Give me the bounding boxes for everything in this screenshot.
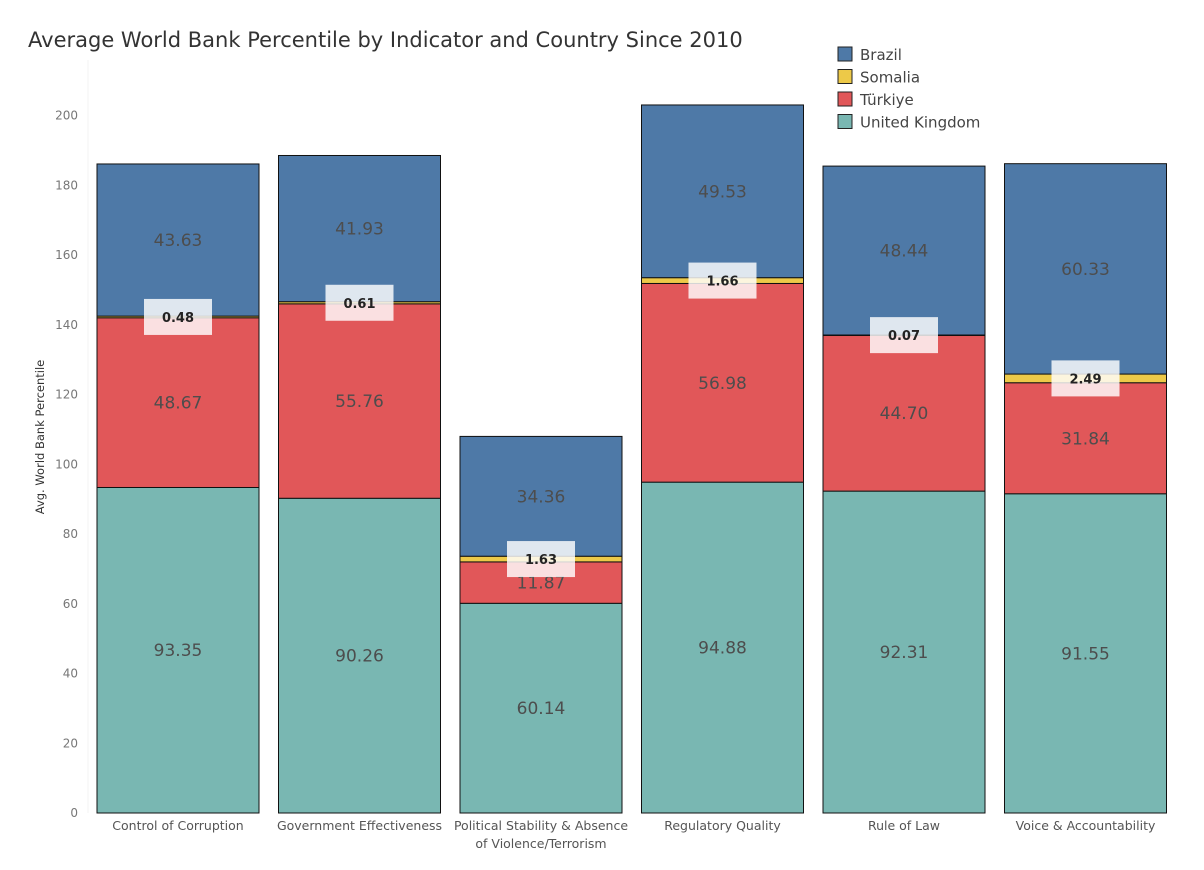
- x-tick-label-2-1: of Violence/Terrorism: [475, 836, 606, 851]
- y-tick-label-1: 20: [63, 736, 78, 750]
- legend-swatch-united-kingdom[interactable]: [837, 114, 853, 129]
- y-tick-label-2: 40: [63, 667, 78, 681]
- y-tick-label-9: 180: [55, 178, 78, 192]
- x-tick-label-0-0: Control of Corruption: [112, 818, 243, 833]
- somalia-label-box-5: [1051, 360, 1120, 397]
- bar-segment-brazil-3[interactable]: [641, 104, 804, 279]
- x-tick-label-5-0: Voice & Accountability: [1016, 818, 1156, 833]
- y-tick-label-4: 80: [63, 527, 78, 541]
- data-label-t-rkiye-0: 48.67: [154, 394, 203, 414]
- data-label-t-rkiye-1: 55.76: [335, 392, 384, 412]
- legend-label-united-kingdom: United Kingdom: [860, 114, 980, 132]
- legend-label-t-rkiye: Türkiye: [859, 91, 914, 109]
- data-label-brazil-4: 48.44: [880, 242, 929, 262]
- bar-segment-brazil-5[interactable]: [1004, 163, 1167, 375]
- somalia-label-box-1: [325, 284, 394, 321]
- legend-swatch-somalia[interactable]: [837, 69, 853, 84]
- data-label-brazil-5: 60.33: [1061, 260, 1110, 280]
- y-tick-label-7: 140: [55, 318, 78, 332]
- x-tick-label-1-0: Government Effectiveness: [277, 818, 442, 833]
- somalia-label-box-0: [144, 298, 212, 335]
- data-label-t-rkiye-4: 44.70: [880, 404, 929, 424]
- bar-segment-brazil-4[interactable]: [822, 165, 986, 336]
- bar-segment-t-rkiye-0[interactable]: [96, 317, 260, 488]
- somalia-label-box-4: [870, 317, 938, 354]
- bar-segment-t-rkiye-5[interactable]: [1004, 382, 1167, 495]
- data-label-somalia-1: 0.61: [343, 297, 375, 312]
- data-label-somalia-4: 0.07: [888, 329, 920, 344]
- data-label-brazil-1: 41.93: [335, 220, 384, 240]
- data-label-t-rkiye-5: 31.84: [1061, 429, 1110, 449]
- data-label-somalia-2: 1.63: [525, 553, 557, 568]
- x-tick-label-4-0: Rule of Law: [868, 818, 940, 833]
- bar-segment-united-kingdom-0[interactable]: [96, 486, 260, 814]
- y-tick-label-8: 160: [55, 248, 78, 262]
- bar-segment-united-kingdom-5[interactable]: [1004, 493, 1167, 814]
- y-tick-label-10: 200: [55, 109, 78, 123]
- legend-swatch-brazil[interactable]: [837, 46, 853, 62]
- bar-segment-united-kingdom-1[interactable]: [278, 497, 441, 814]
- data-label-united-kingdom-4: 92.31: [880, 643, 929, 663]
- data-label-t-rkiye-2: 11.87: [517, 574, 566, 594]
- y-tick-label-3: 60: [63, 597, 78, 611]
- data-label-united-kingdom-2: 60.14: [517, 699, 566, 719]
- x-tick-label-3-0: Regulatory Quality: [664, 818, 781, 833]
- bar-segment-united-kingdom-3[interactable]: [641, 481, 804, 814]
- data-label-somalia-3: 1.66: [706, 275, 738, 290]
- y-tick-label-5: 100: [55, 457, 78, 471]
- data-label-somalia-5: 2.49: [1069, 372, 1101, 387]
- legend-swatch-t-rkiye[interactable]: [837, 91, 853, 107]
- bar-segment-brazil-1[interactable]: [278, 154, 441, 303]
- bar-segment-united-kingdom-4[interactable]: [822, 490, 986, 814]
- data-label-united-kingdom-0: 93.35: [154, 641, 203, 661]
- bar-segment-brazil-2[interactable]: [459, 435, 623, 557]
- data-label-brazil-3: 49.53: [698, 182, 747, 202]
- somalia-label-box-2: [507, 541, 575, 578]
- bar-segment-united-kingdom-2[interactable]: [459, 602, 623, 814]
- bar-segment-brazil-0[interactable]: [96, 163, 260, 317]
- data-label-somalia-0: 0.48: [162, 311, 194, 326]
- chart-title: Average World Bank Percentile by Indicat…: [28, 28, 743, 52]
- data-label-brazil-0: 43.63: [154, 231, 203, 251]
- y-tick-label-6: 120: [55, 388, 78, 402]
- bar-segment-t-rkiye-1[interactable]: [278, 303, 441, 499]
- data-label-united-kingdom-1: 90.26: [335, 647, 384, 667]
- data-label-united-kingdom-3: 94.88: [698, 639, 747, 659]
- y-tick-label-0: 0: [70, 806, 78, 820]
- data-label-united-kingdom-5: 91.55: [1061, 644, 1110, 664]
- y-axis-label: Avg. World Bank Percentile: [33, 360, 47, 515]
- data-label-brazil-2: 34.36: [517, 487, 566, 507]
- bar-segment-t-rkiye-4[interactable]: [822, 334, 986, 492]
- somalia-label-box-3: [688, 262, 757, 299]
- bar-segment-t-rkiye-3[interactable]: [641, 282, 804, 483]
- x-tick-label-2-0: Political Stability & Absence: [454, 818, 628, 833]
- legend-label-brazil: Brazil: [860, 46, 902, 64]
- data-label-t-rkiye-3: 56.98: [698, 374, 747, 394]
- legend-label-somalia: Somalia: [860, 69, 920, 87]
